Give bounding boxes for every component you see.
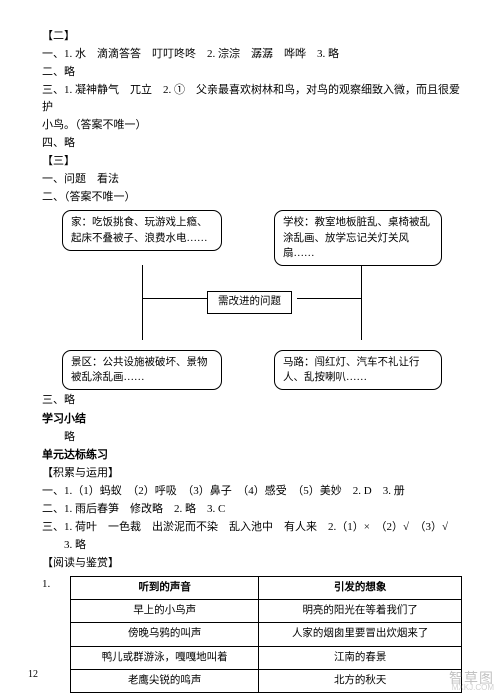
box-home: 家：吃饭挑食、玩游戏上瘾、起床不叠被子、浪费水电……: [62, 210, 222, 250]
center-label: 需改进的问题: [207, 291, 292, 313]
sec2-l3a: 三、1. 凝神静气 兀立 2. ① 父亲最喜欢树林和鸟，对鸟的观察细致入微，而且…: [42, 82, 462, 116]
danyuan-title: 单元达标练习: [42, 447, 462, 464]
danyuan-sub1: 【积累与运用】: [42, 465, 462, 482]
page-number: 12: [28, 667, 38, 683]
watermark-2: MXKJ.COM: [452, 682, 494, 694]
table-row: 早上的小鸟声明亮的阳光在等着我们了: [71, 600, 462, 623]
table-row: 老鹰尖锐的鸣声北方的秋天: [71, 670, 462, 693]
box-school: 学校：教室地板脏乱、桌椅被乱涂乱画、放学忘记关灯关风扇……: [274, 210, 442, 266]
conn-v-left: [142, 265, 143, 340]
td: 早上的小鸟声: [71, 600, 259, 623]
sec3-title: 【三】: [42, 153, 462, 170]
sec3-l2: 二、（答案不唯一）: [42, 189, 462, 206]
td: 江南的春景: [259, 646, 462, 669]
sec3-l3: 三、略: [42, 392, 462, 409]
td: 明亮的阳光在等着我们了: [259, 600, 462, 623]
table-wrap: 1. 听到的声音 引发的想象 早上的小鸟声明亮的阳光在等着我们了 傍晚乌鸦的叫声…: [42, 573, 462, 693]
box-scenic: 景区：公共设施被破坏、景物被乱涂乱画……: [62, 350, 222, 390]
td: 北方的秋天: [259, 670, 462, 693]
sec2-l3b: 小鸟。（答案不唯一）: [42, 117, 462, 134]
table-label: 1.: [42, 573, 70, 593]
sec2-l2: 二、略: [42, 64, 462, 81]
danyuan-l3: 三、1. 荷叶 一色裁 出淤泥而不染 乱入池中 有人来 2.（1）× （2）√ …: [42, 519, 462, 536]
td: 人家的烟囱里要冒出炊烟来了: [259, 623, 462, 646]
td: 鸭儿或群游泳，嘎嘎地叫着: [71, 646, 259, 669]
sec2-l1: 一、1. 水 滴滴答答 叮叮咚咚 2. 淙淙 潺潺 哗哗 3. 略: [42, 46, 462, 63]
box-road: 马路：闯红灯、汽车不礼让行人、乱按喇叭……: [274, 350, 442, 390]
sec3-l1: 一、问题 看法: [42, 171, 462, 188]
danyuan-l1: 一、1.（1）蚂蚁 （2）呼吸 （3）鼻子 （4）感受 （5）美妙 2. D 3…: [42, 483, 462, 500]
sec2-l4: 四、略: [42, 135, 462, 152]
td: 老鹰尖锐的鸣声: [71, 670, 259, 693]
td: 傍晚乌鸦的叫声: [71, 623, 259, 646]
conn-v-right: [361, 265, 362, 340]
table-row: 听到的声音 引发的想象: [71, 576, 462, 599]
conn-h-right: [297, 298, 362, 299]
th-1: 引发的想象: [259, 576, 462, 599]
xuexi-content: 略: [42, 429, 462, 446]
table-row: 傍晚乌鸦的叫声人家的烟囱里要冒出炊烟来了: [71, 623, 462, 646]
table-row: 鸭儿或群游泳，嘎嘎地叫着江南的春景: [71, 646, 462, 669]
danyuan-l4: 3. 略: [42, 537, 462, 554]
xuexi-title: 学习小结: [42, 411, 462, 428]
conn-h-left: [142, 298, 207, 299]
th-0: 听到的声音: [71, 576, 259, 599]
danyuan-sub2: 【阅读与鉴赏】: [42, 555, 462, 572]
sec2-title: 【二】: [42, 28, 462, 45]
danyuan-l2: 二、1. 雨后春笋 修改略 2. 略 3. C: [42, 501, 462, 518]
diagram: 家：吃饭挑食、玩游戏上瘾、起床不叠被子、浪费水电…… 学校：教室地板脏乱、桌椅被…: [62, 210, 442, 390]
sound-table: 听到的声音 引发的想象 早上的小鸟声明亮的阳光在等着我们了 傍晚乌鸦的叫声人家的…: [70, 576, 462, 693]
